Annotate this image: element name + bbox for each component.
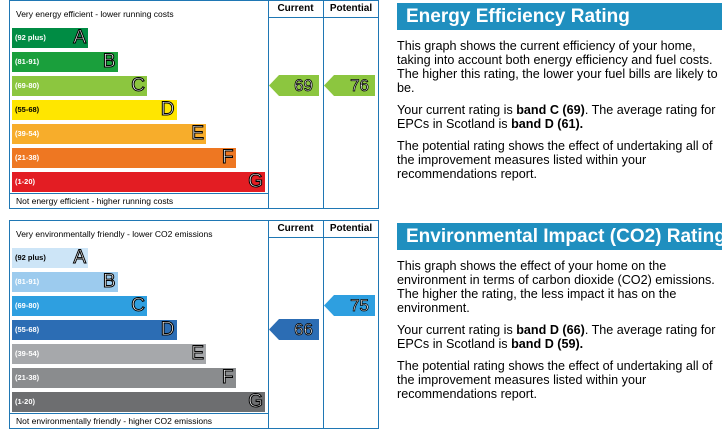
arrow-shape: [269, 319, 319, 340]
current-band-text: band C (69): [516, 103, 585, 117]
band-range: (92 plus): [15, 253, 46, 262]
band-a: (92 plus) A: [12, 247, 88, 268]
band-range: (81-91): [15, 277, 40, 286]
band-letter: G: [248, 391, 264, 412]
potential-rating-value: 75: [350, 296, 370, 316]
energy-rating-chart: Current Potential Very energy efficient …: [9, 0, 379, 209]
band-f: (21-38) F: [12, 367, 236, 388]
band-d: (55-68) D: [12, 319, 177, 340]
current-column-header: Current: [277, 3, 314, 14]
band-a: (92 plus) A: [12, 27, 88, 48]
text: . The average rating for EPCs in Scotlan…: [397, 103, 716, 131]
band-range: (21-38): [15, 373, 40, 382]
band-letter: E: [191, 343, 205, 364]
average-band-text: band D (59).: [511, 337, 584, 351]
band-range: (81-91): [15, 57, 40, 66]
panel-title: Environmental Impact (CO2) Rating: [397, 223, 726, 250]
current-rating-value: 69: [294, 76, 314, 96]
divider: [268, 17, 378, 18]
band-range: (21-38): [15, 153, 40, 162]
divider: [10, 193, 268, 194]
band-range: (1-20): [15, 177, 36, 186]
arrow-shape: [269, 75, 319, 96]
divider: [10, 413, 268, 414]
band-e: (39-54) E: [12, 123, 206, 144]
band-e: (39-54) E: [12, 343, 206, 364]
arrow-shape: [324, 295, 375, 316]
band-g: (1-20) G: [12, 391, 265, 412]
band-letter: A: [73, 247, 87, 268]
divider: [323, 221, 324, 428]
current-rating-arrow: 66: [269, 319, 319, 340]
band-letter: F: [221, 367, 234, 388]
potential-rating-arrow: 75: [324, 295, 375, 316]
band-letter: D: [160, 99, 175, 120]
potential-rating-value: 76: [350, 76, 370, 96]
band-letter: D: [160, 319, 175, 340]
potential-column-header: Potential: [329, 223, 373, 234]
band-range: (39-54): [15, 349, 40, 358]
band-g: (1-20) G: [12, 171, 265, 192]
band-letter: A: [73, 27, 87, 48]
paragraph: Your current rating is band D (66). The …: [397, 323, 722, 351]
band-letter: G: [248, 171, 264, 192]
top-caption: Very energy efficient - lower running co…: [16, 9, 174, 19]
divider: [268, 1, 269, 208]
current-rating-arrow: 69: [269, 75, 319, 96]
paragraph: This graph shows the current efficiency …: [397, 39, 718, 95]
band-letter: F: [221, 147, 234, 168]
band-range: (55-68): [15, 105, 40, 114]
band-range: (55-68): [15, 325, 40, 334]
band-f: (21-38) F: [12, 147, 236, 168]
band-c: (69-80) C: [12, 295, 147, 316]
band-range: (92 plus): [15, 33, 46, 42]
bottom-caption: Not environmentally friendly - higher CO…: [16, 416, 213, 426]
current-rating-value: 66: [294, 320, 314, 340]
band-letter: C: [131, 75, 146, 96]
environmental-rating-panel: Environmental Impact (CO2) Rating This g…: [397, 223, 726, 401]
band-letter: C: [131, 295, 146, 316]
paragraph: The potential rating shows the effect of…: [397, 139, 713, 181]
band-letter: E: [191, 123, 205, 144]
panel-title: Energy Efficiency Rating: [397, 3, 722, 30]
current-column-header: Current: [277, 223, 314, 234]
average-band-text: band D (61).: [511, 117, 584, 131]
bottom-caption: Not energy efficient - higher running co…: [16, 196, 174, 206]
arrow-shape: [324, 75, 375, 96]
band-d: (55-68) D: [12, 99, 177, 120]
environmental-rating-chart: Current Potential Very environmentally f…: [9, 220, 379, 429]
paragraph: Your current rating is band C (69). The …: [397, 103, 722, 131]
band-range: (39-54): [15, 129, 40, 138]
potential-rating-arrow: 76: [324, 75, 375, 96]
text: Your current rating is: [397, 103, 517, 117]
text: . The average rating for EPCs in Scotlan…: [397, 323, 716, 351]
divider: [268, 221, 269, 428]
band-range: (69-80): [15, 81, 40, 90]
band-letter: B: [102, 271, 116, 292]
divider: [268, 237, 378, 238]
paragraph: This graph shows the effect of your home…: [397, 259, 715, 315]
divider: [323, 1, 324, 208]
top-caption: Very environmentally friendly - lower CO…: [16, 229, 213, 239]
current-band-text: band D (66): [516, 323, 585, 337]
potential-column-header: Potential: [329, 3, 373, 14]
band-range: (1-20): [15, 397, 36, 406]
band-c: (69-80) C: [12, 75, 147, 96]
text: Your current rating is: [397, 323, 517, 337]
band-b: (81-91) B: [12, 271, 118, 292]
band-range: (69-80): [15, 301, 40, 310]
band-letter: B: [102, 51, 116, 72]
energy-rating-panel: Energy Efficiency Rating This graph show…: [397, 3, 722, 181]
band-b: (81-91) B: [12, 51, 118, 72]
paragraph: The potential rating shows the effect of…: [397, 359, 713, 401]
